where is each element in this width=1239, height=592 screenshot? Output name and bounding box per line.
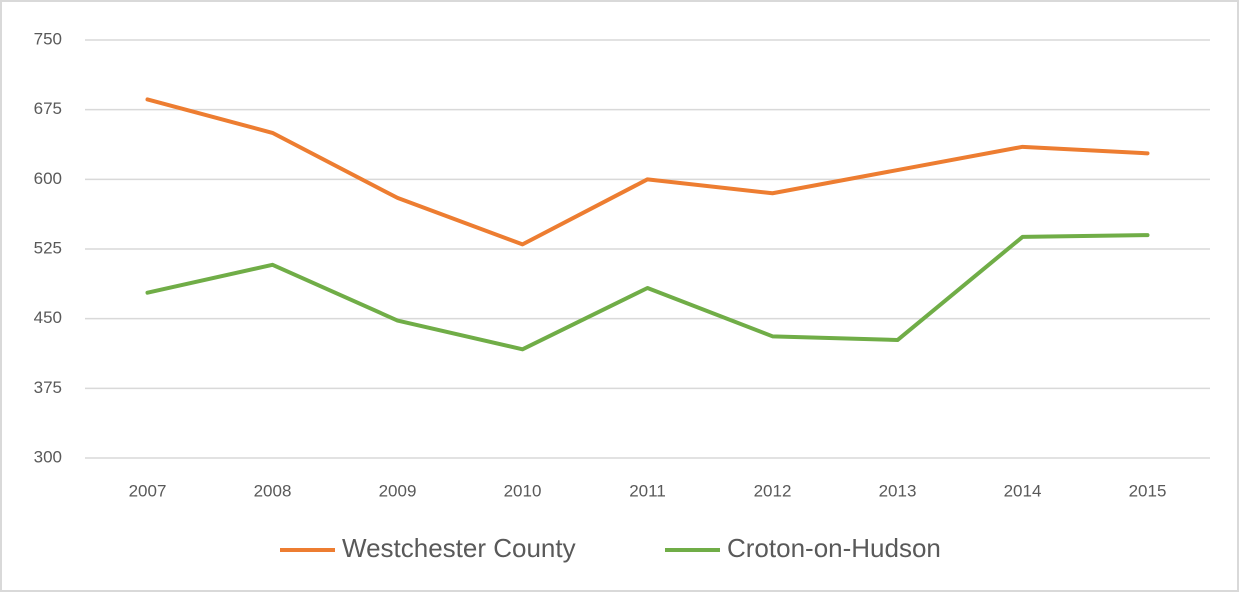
line-series <box>145 97 1150 247</box>
y-tick-label: 675 <box>34 99 62 118</box>
line-series <box>145 233 1150 352</box>
y-tick-label: 375 <box>34 378 62 397</box>
legend-label: Croton-on-Hudson <box>727 533 941 563</box>
x-tick-label: 2014 <box>1004 481 1042 500</box>
y-tick-label: 450 <box>34 308 62 327</box>
x-tick-label: 2010 <box>504 481 542 500</box>
x-tick-label: 2013 <box>879 481 917 500</box>
x-tick-label: 2012 <box>754 481 792 500</box>
x-tick-label: 2011 <box>629 481 666 500</box>
y-tick-label: 525 <box>34 238 62 257</box>
x-tick-label: 2007 <box>129 481 167 500</box>
y-tick-label: 300 <box>34 447 62 466</box>
x-tick-label: 2015 <box>1129 481 1167 500</box>
legend-label: Westchester County <box>342 533 576 563</box>
x-tick-label: 2008 <box>254 481 292 500</box>
x-tick-label: 2009 <box>379 481 417 500</box>
y-tick-label: 600 <box>34 169 62 188</box>
y-tick-label: 750 <box>34 29 62 48</box>
